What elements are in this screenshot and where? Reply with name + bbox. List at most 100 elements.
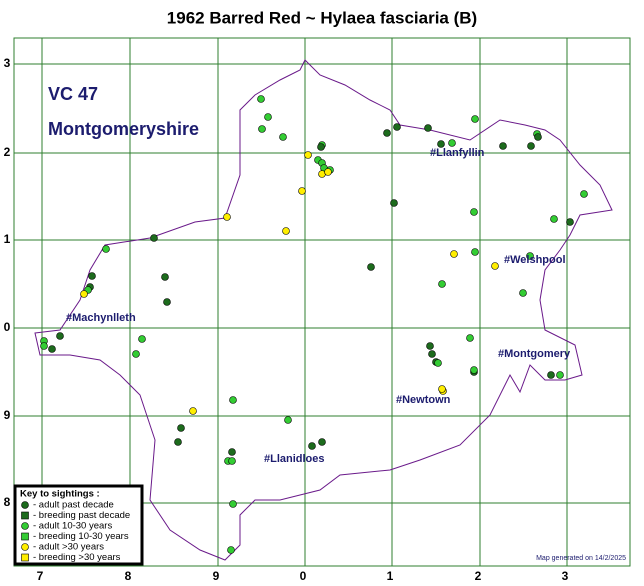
sighting-marker bbox=[556, 371, 564, 379]
grid-x-label: 0 bbox=[300, 569, 307, 583]
sighting-marker bbox=[470, 208, 478, 216]
sighting-marker bbox=[450, 250, 458, 258]
grid-y-label: 1 bbox=[4, 232, 11, 246]
sighting-marker bbox=[163, 298, 171, 306]
sighting-marker bbox=[383, 129, 391, 137]
key-title: Key to sightings : bbox=[20, 489, 100, 500]
vc-name: Montgomeryshire bbox=[48, 119, 199, 139]
town-label: #Machynlleth bbox=[66, 312, 136, 324]
sighting-marker bbox=[189, 407, 197, 415]
key-box bbox=[13, 484, 144, 566]
map-title: 1962 Barred Red ~ Hylaea fasciaria (B) bbox=[167, 8, 477, 27]
sightings bbox=[40, 95, 588, 554]
sighting-marker bbox=[317, 143, 325, 151]
vc-number: VC 47 bbox=[48, 84, 98, 104]
grid-y-label: 0 bbox=[4, 320, 11, 334]
sighting-marker bbox=[367, 263, 375, 271]
sighting-marker bbox=[438, 385, 446, 393]
grid-y-label: 9 bbox=[4, 408, 11, 422]
sighting-marker bbox=[40, 342, 48, 350]
map-frame bbox=[13, 37, 631, 567]
sighting-marker bbox=[282, 227, 290, 235]
sighting-marker bbox=[438, 280, 446, 288]
sighting-marker bbox=[257, 95, 265, 103]
key-label: - adult past decade bbox=[33, 500, 114, 511]
sighting-marker bbox=[519, 289, 527, 297]
sighting-marker bbox=[21, 522, 29, 530]
sighting-marker bbox=[138, 335, 146, 343]
sighting-marker bbox=[21, 532, 29, 541]
grid-y-label: 3 bbox=[4, 56, 11, 70]
sighting-marker bbox=[471, 115, 479, 123]
sighting-marker bbox=[80, 290, 88, 298]
grid-x-label: 2 bbox=[475, 569, 482, 583]
sighting-marker bbox=[437, 140, 445, 148]
sighting-marker bbox=[499, 142, 507, 150]
key-label: - adult >30 years bbox=[33, 542, 104, 553]
sighting-marker bbox=[229, 500, 237, 508]
sighting-marker bbox=[102, 245, 110, 253]
grid-y-label: 2 bbox=[4, 145, 11, 159]
sighting-marker bbox=[150, 234, 158, 242]
sighting-marker bbox=[318, 438, 326, 446]
sighting-marker bbox=[279, 133, 287, 141]
sighting-marker bbox=[308, 442, 316, 450]
sighting-marker bbox=[426, 342, 434, 350]
town-label: #Welshpool bbox=[504, 254, 566, 266]
sighting-marker bbox=[229, 396, 237, 404]
sighting-marker bbox=[298, 187, 306, 195]
sighting-marker bbox=[21, 501, 29, 509]
key-label: - breeding 10-30 years bbox=[33, 531, 129, 542]
sighting-marker bbox=[21, 543, 29, 551]
sighting-marker bbox=[223, 213, 231, 221]
county-boundary bbox=[34, 59, 613, 561]
grid-y-label: 8 bbox=[4, 495, 11, 509]
grid-x-label: 7 bbox=[37, 569, 44, 583]
sighting-marker bbox=[547, 371, 555, 379]
sighting-marker bbox=[304, 151, 312, 159]
sighting-marker bbox=[390, 199, 398, 207]
sighting-marker bbox=[434, 359, 442, 367]
town-label: #Montgomery bbox=[498, 348, 571, 360]
sighting-marker bbox=[550, 215, 558, 223]
sighting-marker bbox=[48, 345, 56, 353]
town-label: #Llanidloes bbox=[264, 453, 325, 465]
sighting-marker bbox=[132, 350, 140, 358]
sighting-marker bbox=[161, 273, 169, 281]
sighting-marker bbox=[466, 334, 474, 342]
sighting-marker bbox=[174, 438, 182, 446]
key-label: - breeding >30 years bbox=[33, 552, 121, 563]
sighting-marker bbox=[227, 546, 235, 554]
sighting-marker bbox=[21, 511, 29, 520]
key-label: - adult 10-30 years bbox=[33, 521, 112, 532]
grid-x-label: 8 bbox=[125, 569, 132, 583]
sighting-marker bbox=[580, 190, 588, 198]
sighting-marker bbox=[56, 332, 64, 340]
sighting-marker bbox=[566, 218, 574, 226]
grid-x-label: 9 bbox=[213, 569, 220, 583]
sighting-marker bbox=[177, 424, 185, 432]
sighting-marker bbox=[471, 248, 479, 256]
town-label: #Llanfyllin bbox=[430, 147, 485, 159]
town-label: #Newtown bbox=[396, 394, 451, 406]
key: Key to sightings : - adult past decade- … bbox=[13, 484, 144, 566]
sighting-marker bbox=[424, 124, 432, 132]
sighting-marker bbox=[228, 448, 236, 456]
sighting-marker bbox=[534, 133, 542, 141]
sighting-marker bbox=[428, 350, 436, 358]
sighting-marker bbox=[258, 125, 266, 133]
sighting-marker bbox=[527, 142, 535, 150]
grid-x-label: 1 bbox=[387, 569, 394, 583]
sighting-marker bbox=[491, 262, 499, 270]
key-label: - breeding past decade bbox=[33, 510, 130, 521]
sighting-marker bbox=[470, 366, 478, 374]
grid-x-label: 3 bbox=[562, 569, 569, 583]
footer: Map generated on 14/2/2025 bbox=[536, 555, 626, 562]
sighting-marker bbox=[284, 416, 292, 424]
sighting-marker bbox=[393, 123, 401, 131]
sighting-marker bbox=[264, 113, 272, 121]
sighting-marker bbox=[21, 553, 29, 562]
sighting-marker bbox=[228, 457, 236, 465]
sighting-marker bbox=[88, 272, 96, 280]
